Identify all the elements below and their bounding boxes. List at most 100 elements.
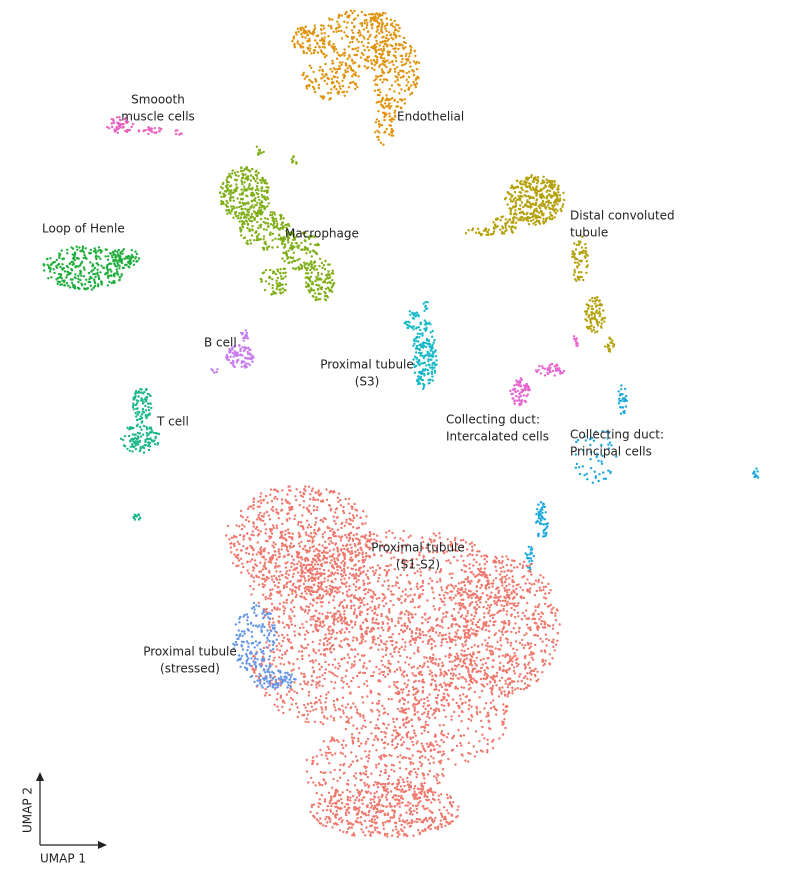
- point: [349, 531, 353, 534]
- point: [266, 501, 269, 504]
- point: [539, 517, 542, 520]
- point: [363, 58, 367, 61]
- point: [336, 76, 339, 79]
- point: [492, 579, 495, 582]
- point: [422, 346, 425, 349]
- point: [611, 342, 614, 345]
- point: [396, 576, 399, 579]
- point: [119, 119, 122, 122]
- point: [259, 546, 263, 549]
- point: [292, 35, 296, 38]
- point: [332, 30, 335, 33]
- point: [311, 536, 314, 540]
- point: [361, 523, 364, 526]
- point: [176, 129, 179, 132]
- point: [368, 534, 371, 537]
- point: [420, 351, 423, 355]
- point: [231, 346, 234, 350]
- point: [308, 235, 311, 239]
- point: [432, 341, 435, 344]
- point: [516, 399, 519, 402]
- point: [118, 126, 121, 129]
- point: [411, 600, 415, 603]
- point: [220, 185, 223, 189]
- point: [242, 545, 245, 548]
- point: [260, 213, 263, 216]
- point: [278, 233, 281, 236]
- point: [347, 533, 350, 536]
- point: [336, 20, 339, 23]
- point: [278, 288, 281, 291]
- point: [132, 398, 136, 401]
- point: [515, 648, 519, 652]
- point: [389, 590, 393, 593]
- point: [305, 87, 309, 90]
- point: [536, 182, 539, 185]
- point: [324, 517, 327, 521]
- point: [242, 236, 246, 240]
- point: [379, 78, 382, 81]
- point: [534, 643, 537, 647]
- point: [589, 327, 592, 331]
- point: [548, 217, 551, 221]
- point: [270, 575, 273, 578]
- point: [297, 520, 300, 524]
- point: [137, 443, 140, 446]
- point: [154, 431, 158, 435]
- point: [382, 143, 385, 146]
- point: [413, 365, 416, 369]
- point: [300, 266, 304, 269]
- point: [608, 336, 611, 339]
- point: [370, 67, 374, 70]
- point: [503, 587, 506, 590]
- point: [526, 217, 529, 220]
- point: [240, 365, 243, 368]
- point: [249, 544, 252, 548]
- point: [294, 595, 297, 599]
- point: [499, 219, 502, 222]
- point: [540, 182, 543, 185]
- point: [271, 554, 275, 557]
- point: [433, 338, 436, 342]
- point: [237, 564, 240, 567]
- point: [312, 266, 315, 269]
- point: [512, 205, 515, 208]
- point: [755, 467, 758, 470]
- point: [50, 276, 53, 279]
- point: [323, 268, 327, 271]
- point: [401, 64, 404, 67]
- point: [485, 648, 488, 651]
- point: [352, 516, 356, 520]
- point: [288, 517, 291, 520]
- point: [291, 39, 294, 43]
- point: [515, 394, 518, 398]
- point: [378, 22, 381, 25]
- point: [360, 24, 364, 27]
- point: [249, 216, 253, 219]
- point: [344, 12, 347, 16]
- point: [521, 566, 524, 570]
- point: [589, 321, 593, 325]
- point: [344, 62, 348, 65]
- point: [260, 223, 263, 226]
- point: [128, 449, 131, 452]
- point: [527, 219, 530, 223]
- point: [463, 584, 467, 587]
- point: [306, 539, 310, 543]
- point: [559, 371, 563, 374]
- point: [399, 98, 402, 101]
- point: [271, 216, 274, 219]
- point: [244, 173, 247, 176]
- point: [509, 210, 512, 213]
- point: [227, 180, 230, 184]
- point: [578, 275, 582, 279]
- point: [393, 90, 396, 93]
- point: [589, 443, 592, 447]
- point: [139, 446, 142, 449]
- point: [370, 59, 373, 62]
- point: [293, 517, 296, 521]
- cluster: [42, 245, 141, 291]
- point: [132, 408, 135, 411]
- point: [336, 568, 339, 572]
- point: [522, 384, 526, 387]
